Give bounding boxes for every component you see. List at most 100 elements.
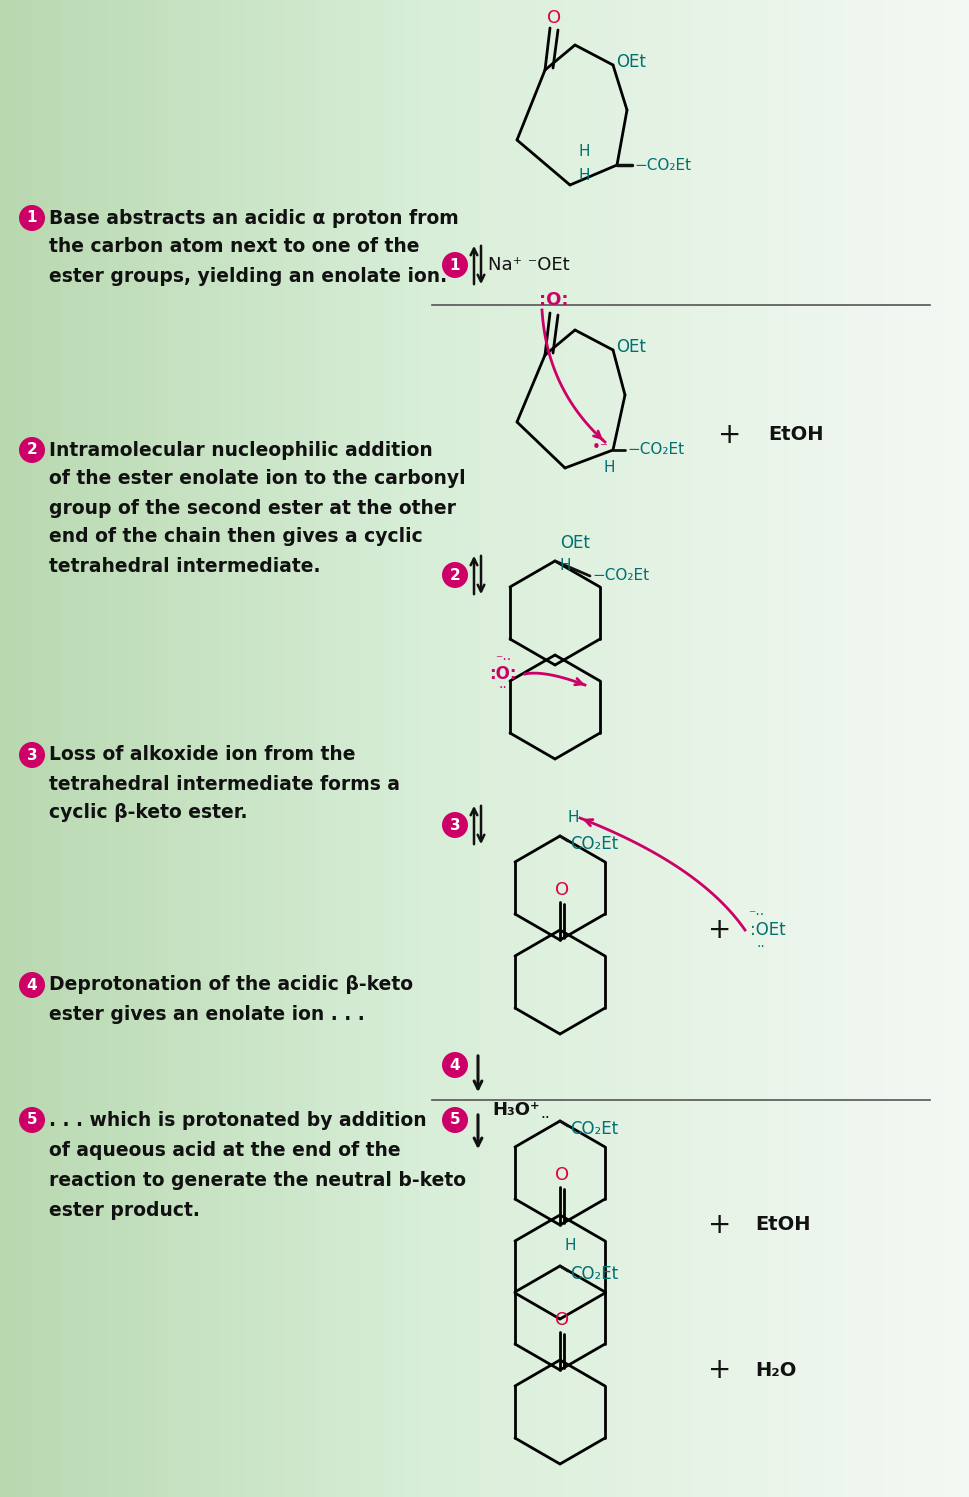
Bar [362, 0, 363, 1497]
Bar [398, 0, 399, 1497]
Bar [258, 0, 259, 1497]
Bar [871, 0, 872, 1497]
Bar [539, 0, 540, 1497]
Bar [776, 0, 777, 1497]
Bar [347, 0, 348, 1497]
Circle shape [19, 437, 45, 463]
Bar [106, 0, 107, 1497]
Bar [479, 0, 480, 1497]
Bar [134, 0, 135, 1497]
Bar [90, 0, 91, 1497]
Bar [797, 0, 798, 1497]
Bar [119, 0, 120, 1497]
Bar [920, 0, 922, 1497]
Bar [190, 0, 191, 1497]
Bar [637, 0, 638, 1497]
Bar [435, 0, 437, 1497]
Bar [631, 0, 632, 1497]
Bar [803, 0, 804, 1497]
Bar [184, 0, 185, 1497]
Bar [745, 0, 746, 1497]
Bar [676, 0, 677, 1497]
Bar [601, 0, 602, 1497]
Bar [321, 0, 322, 1497]
Bar [21, 0, 22, 1497]
Bar [447, 0, 448, 1497]
Bar [444, 0, 445, 1497]
Bar [459, 0, 460, 1497]
Text: CO₂Et: CO₂Et [570, 1120, 617, 1138]
Bar [584, 0, 585, 1497]
Bar [909, 0, 910, 1497]
Bar [505, 0, 506, 1497]
Bar [425, 0, 426, 1497]
Bar [77, 0, 78, 1497]
Bar [168, 0, 169, 1497]
Bar [943, 0, 944, 1497]
Bar [257, 0, 258, 1497]
Bar [963, 0, 964, 1497]
Bar [138, 0, 139, 1497]
Bar [966, 0, 967, 1497]
Bar [154, 0, 155, 1497]
Bar [570, 0, 571, 1497]
Bar [231, 0, 232, 1497]
Bar [587, 0, 588, 1497]
Bar [146, 0, 147, 1497]
Bar [558, 0, 559, 1497]
Bar [440, 0, 441, 1497]
Bar [882, 0, 883, 1497]
Bar [395, 0, 396, 1497]
Bar [866, 0, 867, 1497]
Bar [669, 0, 670, 1497]
Bar [140, 0, 141, 1497]
Bar [471, 0, 472, 1497]
Bar [384, 0, 385, 1497]
Bar [85, 0, 86, 1497]
Bar [173, 0, 174, 1497]
Bar [391, 0, 392, 1497]
Bar [91, 0, 92, 1497]
Bar [368, 0, 369, 1497]
Bar [968, 0, 969, 1497]
Text: 5: 5 [450, 1112, 460, 1127]
Text: 1: 1 [27, 211, 37, 226]
Bar [865, 0, 866, 1497]
Bar [334, 0, 335, 1497]
Bar [516, 0, 517, 1497]
Bar [670, 0, 671, 1497]
Bar [105, 0, 106, 1497]
Bar [508, 0, 509, 1497]
Bar [69, 0, 70, 1497]
Bar [778, 0, 779, 1497]
Bar [174, 0, 175, 1497]
Bar [829, 0, 830, 1497]
Bar [678, 0, 679, 1497]
Bar [42, 0, 43, 1497]
Bar [390, 0, 391, 1497]
Bar [416, 0, 417, 1497]
Bar [756, 0, 757, 1497]
Bar [22, 0, 23, 1497]
Bar [502, 0, 503, 1497]
Bar [14, 0, 15, 1497]
Bar [442, 0, 443, 1497]
Bar [357, 0, 358, 1497]
Bar [620, 0, 621, 1497]
Bar [6, 0, 7, 1497]
Bar [573, 0, 574, 1497]
Bar [688, 0, 689, 1497]
Bar [318, 0, 319, 1497]
Text: +: + [707, 916, 731, 945]
Bar [734, 0, 735, 1497]
Bar [107, 0, 108, 1497]
Bar [720, 0, 721, 1497]
Bar [461, 0, 462, 1497]
Bar [702, 0, 703, 1497]
Bar [288, 0, 289, 1497]
Bar [738, 0, 739, 1497]
Text: OEt: OEt [559, 534, 589, 552]
Text: ··: ·· [540, 1111, 549, 1127]
Bar [606, 0, 607, 1497]
Bar [656, 0, 657, 1497]
